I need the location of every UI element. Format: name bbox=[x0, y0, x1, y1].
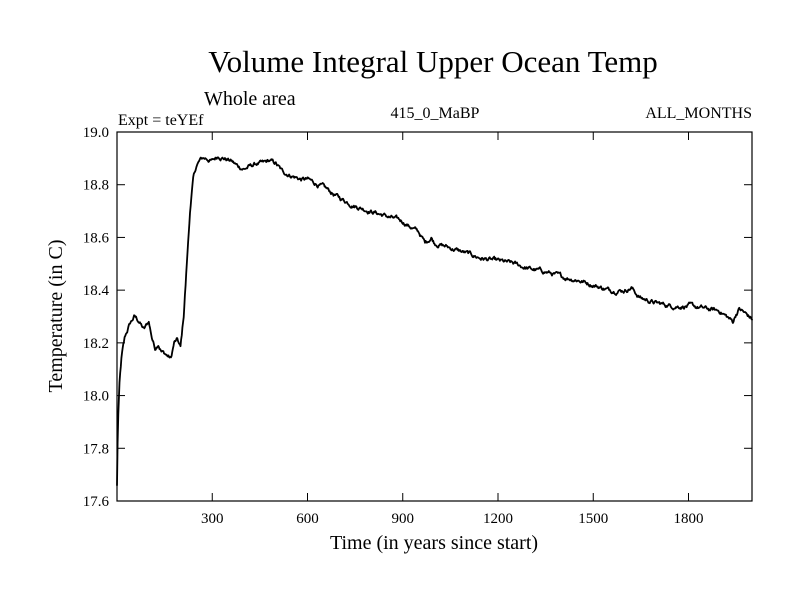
period-label: 415_0_MaBP bbox=[391, 105, 480, 122]
x-tick-label: 1200 bbox=[483, 511, 513, 527]
y-tick-label: 19.0 bbox=[83, 125, 109, 141]
y-axis: 17.6 17.8 18.0 18.2 18.4 18.6 18.8 19.0 bbox=[83, 125, 752, 510]
x-axis: 300 600 900 1200 1500 1800 bbox=[201, 132, 704, 527]
experiment-label: Expt = teYEf bbox=[118, 112, 204, 129]
x-tick-label: 1800 bbox=[674, 511, 704, 527]
series-line bbox=[116, 156, 753, 487]
y-tick-label: 18.6 bbox=[83, 230, 110, 246]
x-tick-label: 1500 bbox=[578, 511, 608, 527]
x-tick-label: 600 bbox=[296, 511, 319, 527]
y-tick-label: 18.0 bbox=[83, 389, 109, 405]
y-tick-label: 17.6 bbox=[83, 494, 110, 510]
chart-subtitle: Whole area bbox=[204, 88, 296, 110]
y-tick-label: 18.4 bbox=[83, 283, 110, 299]
y-tick-label: 17.8 bbox=[83, 441, 109, 457]
chart-title: Volume Integral Upper Ocean Temp bbox=[208, 44, 658, 79]
x-tick-label: 300 bbox=[201, 511, 224, 527]
months-label: ALL_MONTHS bbox=[645, 105, 752, 122]
plot-frame bbox=[116, 131, 753, 502]
x-axis-label: Time (in years since start) bbox=[330, 532, 538, 554]
x-tick-label: 900 bbox=[392, 511, 415, 527]
y-tick-label: 18.2 bbox=[83, 336, 109, 352]
y-axis-label: Temperature (in C) bbox=[45, 240, 67, 393]
y-tick-label: 18.8 bbox=[83, 178, 109, 194]
